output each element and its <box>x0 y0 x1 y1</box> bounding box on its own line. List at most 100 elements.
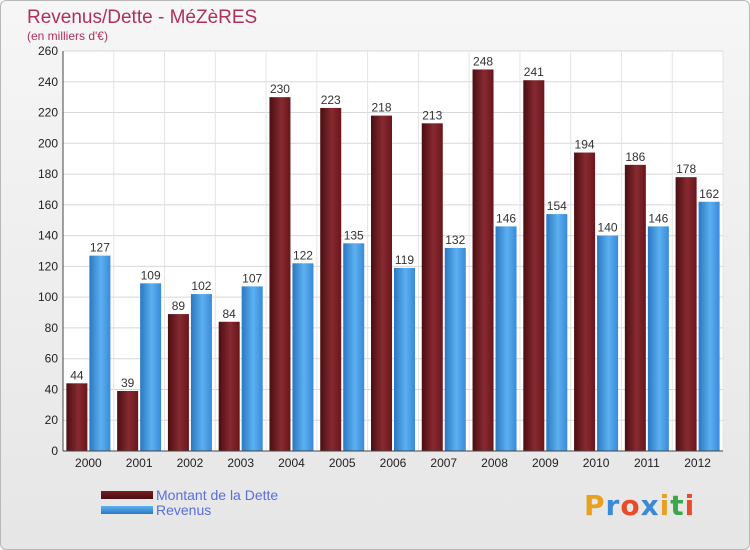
bar-debt <box>675 177 697 451</box>
x-tick-label: 2012 <box>684 456 711 470</box>
data-label-debt: 178 <box>676 162 696 176</box>
data-label-revenue: 109 <box>141 268 161 282</box>
logo-letter: x <box>640 489 660 522</box>
logo-letter: r <box>605 489 621 522</box>
logo-letter: t <box>670 489 685 522</box>
data-label-debt: 241 <box>524 65 544 79</box>
bar-revenue <box>444 247 466 451</box>
y-tick-label: 140 <box>38 229 58 243</box>
data-label-debt: 213 <box>422 108 442 122</box>
data-label-debt: 84 <box>223 307 237 321</box>
axes: 0 20 40 60 80 100 120 140 160 180 200 220 240 260 2000… <box>38 44 723 470</box>
y-tick-label: 120 <box>38 259 58 273</box>
data-label-revenue: 107 <box>242 271 262 285</box>
logo-letter: P <box>584 489 606 522</box>
y-tick-label: 180 <box>38 167 58 181</box>
bar-debt <box>624 164 646 451</box>
legend-label-debt: Montant de la Dette <box>156 487 279 503</box>
y-tick-label: 80 <box>45 321 59 335</box>
y-tick-label: 60 <box>45 352 59 366</box>
data-label-revenue: 132 <box>445 233 465 247</box>
bar-debt <box>66 383 88 451</box>
x-tick-label: 2010 <box>583 456 610 470</box>
bar-debt <box>320 107 342 451</box>
x-tick-label: 2007 <box>430 456 457 470</box>
bars <box>66 69 720 452</box>
x-tick-label: 2005 <box>329 456 356 470</box>
chart-title: Revenus/Dette - MéZèRES <box>27 7 258 28</box>
data-label-revenue: 102 <box>191 279 211 293</box>
proxiti-logo: Proxiti <box>584 489 695 522</box>
legend-label-revenue: Revenus <box>156 502 212 518</box>
data-label-revenue: 122 <box>293 248 313 262</box>
data-label-revenue: 162 <box>699 187 719 201</box>
bar-revenue <box>597 235 619 451</box>
x-tick-label: 2011 <box>634 456 660 470</box>
plot-area <box>63 51 723 451</box>
data-label-revenue: 146 <box>496 211 516 225</box>
x-tick-label: 2000 <box>75 456 102 470</box>
legend-swatch-debt <box>101 491 153 499</box>
x-tick-label: 2009 <box>532 456 559 470</box>
logo-letter: i <box>659 489 671 522</box>
bar-debt <box>574 152 596 452</box>
data-label-revenue: 146 <box>648 211 668 225</box>
bar-debt <box>167 314 189 451</box>
chart-subtitle: (en milliers d'€) <box>27 29 108 43</box>
data-label-debt: 223 <box>321 93 341 107</box>
bar-revenue <box>190 294 212 451</box>
data-label-debt: 44 <box>70 368 84 382</box>
data-label-debt: 248 <box>473 54 493 68</box>
data-label-debt: 230 <box>270 82 290 96</box>
bar-revenue <box>394 267 415 451</box>
y-tick-label: 260 <box>38 44 58 58</box>
x-tick-label: 2008 <box>481 456 508 470</box>
bar-debt <box>269 97 291 452</box>
x-tick-label: 2004 <box>278 456 305 470</box>
bar-debt <box>371 115 392 451</box>
bar-debt <box>421 123 443 452</box>
data-label-revenue: 119 <box>395 253 414 267</box>
bar-debt <box>117 391 139 451</box>
data-label-revenue: 127 <box>90 241 110 255</box>
y-tick-label: 160 <box>38 198 58 212</box>
bar-revenue <box>292 263 314 451</box>
logo-letter: o <box>620 489 641 522</box>
data-label-debt: 218 <box>371 101 391 115</box>
bar-revenue <box>546 214 568 451</box>
legend-swatch-revenue <box>101 506 153 514</box>
y-tick-label: 0 <box>51 444 58 458</box>
bar-debt <box>523 80 545 451</box>
bar-revenue <box>698 201 720 451</box>
y-tick-label: 200 <box>38 136 58 150</box>
data-label-revenue: 135 <box>344 228 364 242</box>
y-tick-label: 240 <box>38 75 58 89</box>
data-label-revenue: 140 <box>598 221 618 235</box>
bar-revenue <box>89 255 111 451</box>
data-label-debt: 89 <box>172 299 186 313</box>
x-tick-label: 2006 <box>380 456 407 470</box>
bar-revenue <box>241 286 263 451</box>
x-tick-label: 2003 <box>227 456 254 470</box>
y-tick-label: 20 <box>45 413 59 427</box>
data-labels: 44 127 39 109 89 102 84 107 230 122 223 135 218 119 21… <box>70 54 719 390</box>
y-tick-label: 100 <box>38 290 58 304</box>
data-label-revenue: 154 <box>547 199 567 213</box>
bar-revenue <box>647 226 669 451</box>
bar-revenue <box>343 243 365 451</box>
grid <box>62 50 724 452</box>
x-tick-label: 2002 <box>177 456 204 470</box>
bar-revenue <box>495 226 517 451</box>
data-label-debt: 39 <box>121 376 135 390</box>
x-tick-label: 2001 <box>126 456 153 470</box>
y-tick-label: 40 <box>45 382 59 396</box>
bar-revenue <box>140 283 162 451</box>
bar-debt <box>218 321 240 451</box>
data-label-debt: 186 <box>625 150 645 164</box>
y-tick-label: 220 <box>38 106 58 120</box>
data-label-debt: 194 <box>575 138 595 152</box>
bar-debt <box>472 69 494 451</box>
logo-letter: i <box>684 489 696 522</box>
